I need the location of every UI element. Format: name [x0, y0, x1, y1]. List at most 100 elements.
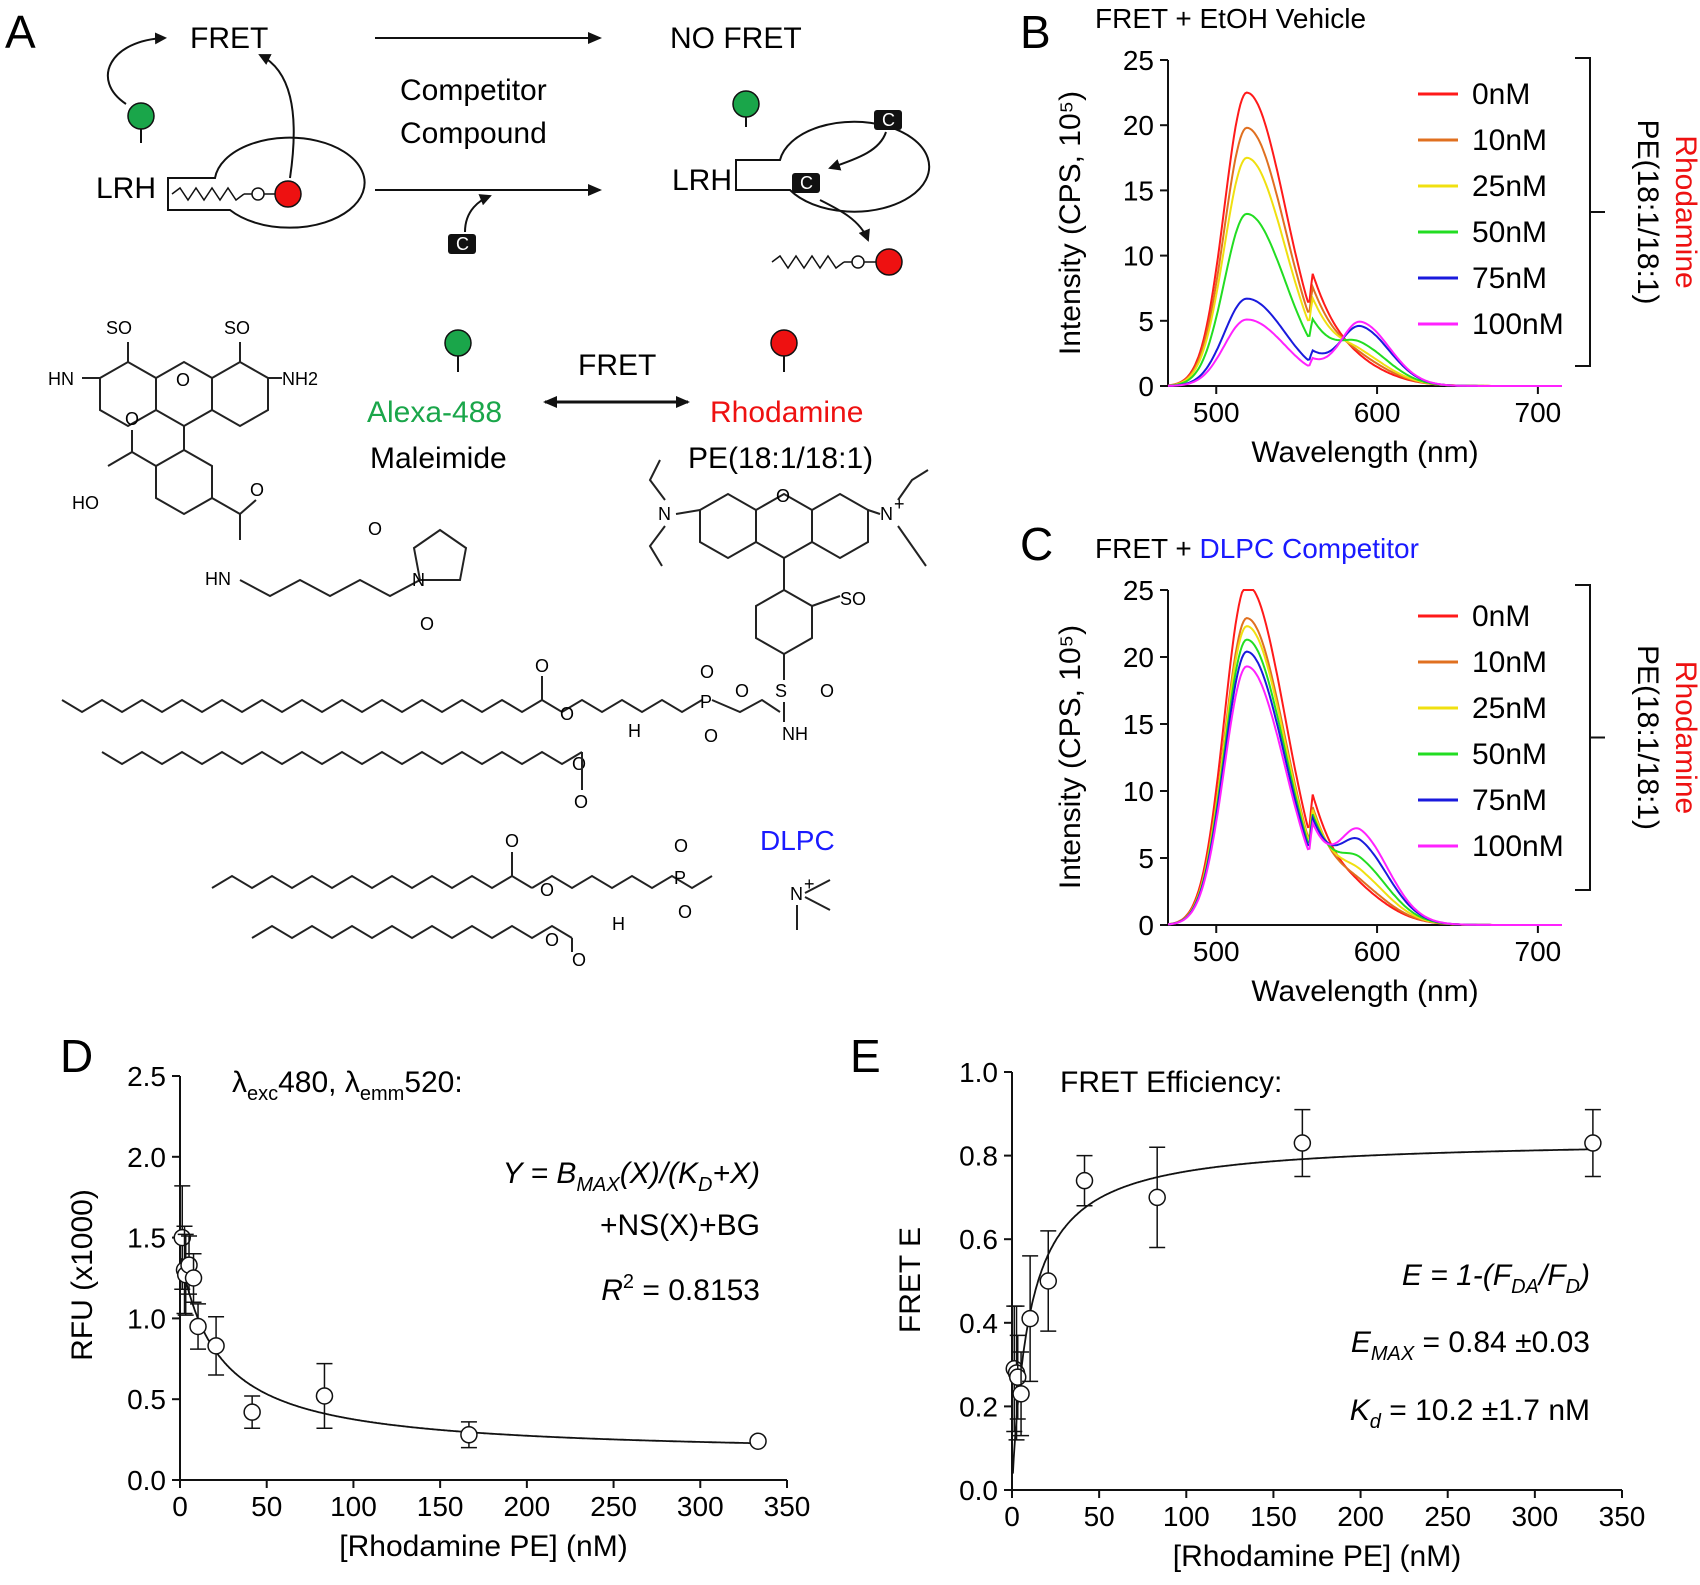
chart-d-x-tick-label: 350 [764, 1491, 811, 1522]
legend-label-c: 75nM [1472, 784, 1547, 817]
pe-p-ominus: O [704, 726, 718, 746]
legend-label-c: 25nM [1472, 692, 1547, 725]
panel-d: D 0 50 100 150 200 250 300 350 0.0 0.5 1.0 1.5 2.0 2.… [60, 1030, 810, 1563]
dlpc-ester-o4: O [545, 930, 559, 950]
lrh-protein-competitor: LRH C C [672, 90, 931, 276]
maleimide-o1: O [368, 519, 382, 539]
chart-b-y-axis-title: Intensity (CPS, 10⁵) [1054, 91, 1087, 355]
chart-e-x-tick-label: 150 [1250, 1501, 1297, 1532]
d-r2-value: = 0.8153 [634, 1274, 760, 1307]
rhodamine-structure: O N N + SO S O O NH [648, 459, 929, 744]
chart-c-y-tick-label: 15 [1123, 709, 1154, 740]
nh2-label: NH2 [282, 369, 318, 389]
legend-label-b: 25nM [1472, 170, 1547, 203]
chart-c-y-tick-label: 25 [1123, 575, 1154, 606]
d-r2-sup: 2 [623, 1271, 634, 1293]
binding-chart-d: 0 50 100 150 200 250 300 350 0.0 0.5 1.0 1.5 2.0 2.5 [… [66, 1061, 810, 1563]
maleimide-n: N [412, 570, 425, 590]
panel-e-eq3: Kd = 10.2 ±1.7 nM [1350, 1394, 1590, 1433]
c-bound-label: C [800, 173, 813, 193]
chart-d-y-tick-label: 2.5 [127, 1061, 166, 1092]
d-eq-b: (X)/(K [620, 1157, 700, 1190]
acceptor-name: Rhodamine [710, 396, 863, 429]
chart-e-x-axis-title: [Rhodamine PE] (nM) [1173, 1540, 1461, 1573]
so3-right: SO [224, 318, 250, 338]
chart-c-y-tick-label: 20 [1123, 642, 1154, 673]
chart-e-data-point [1021, 1309, 1039, 1328]
chart-d-y-tick-label: 1.5 [127, 1223, 166, 1254]
dlpc-plus: + [804, 874, 815, 894]
e-eq1-sub1: DA [1511, 1276, 1539, 1298]
legend-label-b: 100nM [1472, 308, 1564, 341]
d-lambda1: λ [232, 1066, 247, 1099]
legend-label-b: 10nM [1472, 124, 1547, 157]
chart-b-x-tick-label: 500 [1193, 397, 1240, 428]
chart-d-x-axis-title: [Rhodamine PE] (nM) [339, 1530, 627, 1563]
panel-e-eq1: E = 1-(FDA/FD) [1402, 1259, 1590, 1298]
lipid-tail-icon [171, 186, 245, 202]
amide-o: O [250, 480, 264, 500]
chart-d-x-tick-label: 0 [172, 1491, 188, 1522]
chart-d-y-tick-label: 0.0 [127, 1465, 166, 1496]
legend-label-b: 75nM [1472, 262, 1547, 295]
chart-c-x-tick-label: 500 [1193, 936, 1240, 967]
chart-d-x-tick-label: 50 [251, 1491, 282, 1522]
chart-d-x-tick-label: 250 [590, 1491, 637, 1522]
panel-e-title: FRET Efficiency: [1060, 1066, 1282, 1099]
d-eq-c: +X) [712, 1157, 760, 1190]
chart-c-y-tick-label: 5 [1138, 843, 1154, 874]
sulfonamide-o2: O [820, 681, 834, 701]
panel-b: B FRET + EtOH Vehicle 500 600 700 0 5 10 15 20 2… [1020, 3, 1700, 469]
chart-e-data-point [1012, 1385, 1030, 1403]
chart-e-y-tick-label: 0.0 [959, 1475, 998, 1506]
panel-c: C FRET + DLPC Competitor 500 600 700 0 5 10 15… [1020, 518, 1700, 1008]
panel-letter-c: C [1020, 518, 1053, 570]
chart-e-x-tick-label: 50 [1084, 1501, 1115, 1532]
d-eq-sub1: MAX [576, 1174, 620, 1196]
chart-d-data-point [184, 1269, 203, 1287]
panel-letter-a: A [5, 6, 36, 58]
chart-e-x-tick-label: 300 [1511, 1501, 1558, 1532]
chart-d-y-tick-label: 0.5 [127, 1384, 166, 1415]
chart-b-y-tick-label: 10 [1123, 241, 1154, 272]
d-eq-a: Y = B [503, 1157, 577, 1190]
chart-e-data-point [1009, 1368, 1027, 1386]
d-exc-sub: exc [247, 1083, 278, 1105]
chart-d-x-tick-label: 300 [677, 1491, 724, 1522]
acceptor-sub: PE(18:1/18:1) [688, 442, 873, 475]
chart-e-data-point [1148, 1188, 1166, 1207]
chart-e-x-tick-label: 350 [1599, 1501, 1646, 1532]
chart-d-data-point [207, 1337, 225, 1355]
legend-label-c: 50nM [1472, 738, 1547, 771]
ho-label: HO [72, 493, 99, 513]
spectrum-chart-b: 500 600 700 0 5 10 15 20 25 Wavelength (nm) Intens… [1054, 45, 1700, 469]
e-eq3-b: = 10.2 ±1.7 nM [1381, 1394, 1590, 1427]
chart-d-data-point [189, 1317, 207, 1336]
pe-p-o: O [700, 662, 714, 682]
chart-d-data-point [749, 1432, 767, 1450]
chart-d-x-tick-label: 200 [503, 1491, 550, 1522]
chart-e-x-tick-label: 200 [1337, 1501, 1384, 1532]
legend-bracket-b [1575, 57, 1605, 367]
d-line1-b: 480, λ [278, 1066, 360, 1099]
so3-left: SO [106, 318, 132, 338]
dlpc-label: DLPC [760, 825, 835, 856]
e-eq1-c: ) [1577, 1259, 1590, 1292]
lrh-label-left: LRH [96, 172, 156, 205]
dlpc-ester-o1: O [505, 831, 519, 851]
sulfonamide-nh: NH [782, 724, 808, 744]
alexa-donor-dot [127, 102, 155, 130]
panel-d-equation: Y = BMAX(X)/(KD+X) [503, 1157, 760, 1196]
donor-sub: Maleimide [370, 442, 507, 475]
panel-a: A LRH FRET Competitor Compound C NO FRET [5, 6, 931, 970]
legend-label-c: 0nM [1472, 600, 1530, 633]
panel-letter-d: D [60, 1030, 93, 1082]
legend-label-b: 50nM [1472, 216, 1547, 249]
rhod-n-right: N [880, 504, 893, 524]
e-eq2-b: = 0.84 ±0.03 [1414, 1326, 1590, 1359]
chart-c-x-tick-label: 600 [1354, 936, 1401, 967]
rhod-o: O [776, 486, 790, 506]
chart-e-y-axis-title: FRET E [894, 1227, 927, 1333]
chart-c-y-tick-label: 0 [1138, 910, 1154, 941]
